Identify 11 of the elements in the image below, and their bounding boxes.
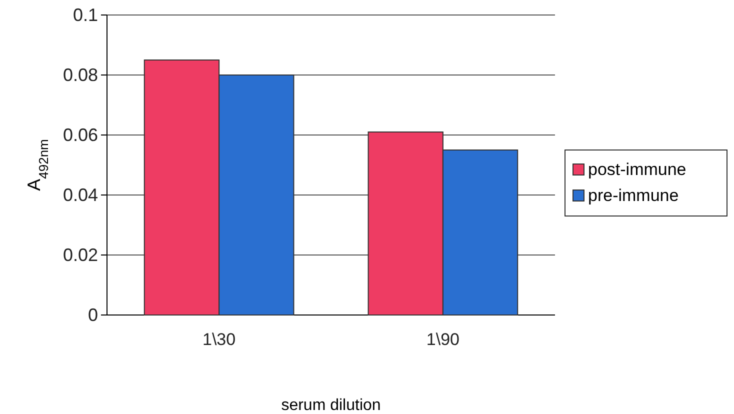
legend-label: post-immune xyxy=(588,160,686,179)
y-tick-label: 0.02 xyxy=(62,244,98,265)
y-tick-label: 0.04 xyxy=(62,184,98,205)
y-tick-label: 0.06 xyxy=(62,124,98,145)
y-tick-label: 0.1 xyxy=(72,4,98,25)
y-tick-label: 0 xyxy=(88,304,98,325)
x-axis-title: serum dilution xyxy=(281,397,381,414)
x-tick-label: 1\30 xyxy=(202,330,236,350)
y-tick-label: 0.08 xyxy=(62,64,98,85)
legend-label: pre-immune xyxy=(588,186,679,205)
x-tick-label: 1\90 xyxy=(426,330,460,350)
